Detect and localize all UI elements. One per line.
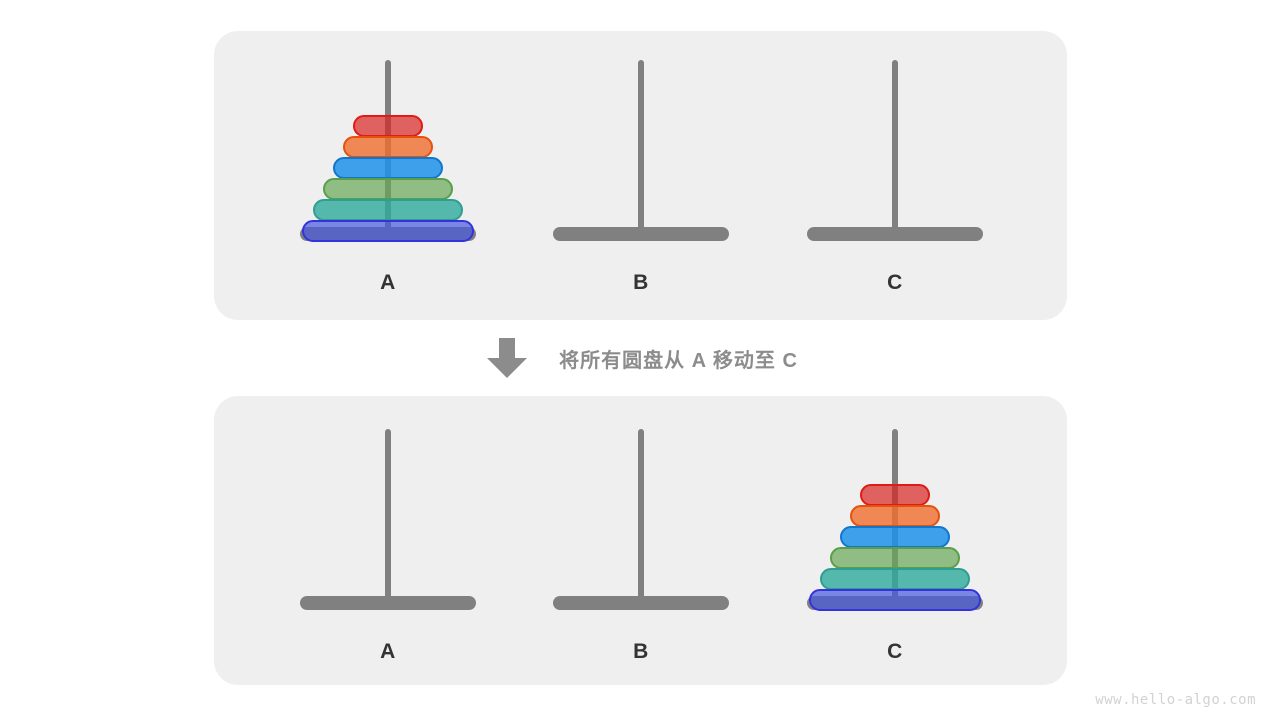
peg-rod-a-goal xyxy=(385,429,391,607)
peg-base-b xyxy=(553,227,729,241)
transition-label: 将所有圆盘从 A 移动至 C xyxy=(559,349,798,372)
transition-row: 将所有圆盘从 A 移动至 C xyxy=(214,330,1067,386)
disk-1[interactable] xyxy=(353,115,423,137)
peg-label-a: A xyxy=(380,271,396,294)
peg-rod-c xyxy=(892,60,898,238)
disk-1[interactable] xyxy=(860,484,930,506)
disk-2[interactable] xyxy=(343,136,433,158)
peg-base-c xyxy=(807,227,983,241)
disk-stack-c-goal xyxy=(807,484,983,611)
disk-6[interactable] xyxy=(302,220,474,242)
disk-3[interactable] xyxy=(840,526,950,548)
peg-label-b: B xyxy=(633,271,649,294)
disk-stack-a xyxy=(300,115,476,242)
peg-label-c: C xyxy=(887,271,903,294)
peg-rod-b-goal xyxy=(638,429,644,607)
peg-column-a[interactable]: A xyxy=(300,31,476,320)
disk-5[interactable] xyxy=(313,199,463,221)
disk-6[interactable] xyxy=(809,589,981,611)
disk-4[interactable] xyxy=(323,178,453,200)
disk-2[interactable] xyxy=(850,505,940,527)
peg-column-a-goal[interactable]: A xyxy=(300,396,476,685)
peg-column-b-goal[interactable]: B xyxy=(553,396,729,685)
arrow-down-icon xyxy=(483,338,531,378)
peg-column-b[interactable]: B xyxy=(553,31,729,320)
disk-5[interactable] xyxy=(820,568,970,590)
goal-state-panel: A B C xyxy=(214,396,1067,685)
peg-label-c-goal: C xyxy=(887,640,903,663)
peg-rod-b xyxy=(638,60,644,238)
peg-base-a-goal xyxy=(300,596,476,610)
peg-label-a-goal: A xyxy=(380,640,396,663)
peg-base-b-goal xyxy=(553,596,729,610)
watermark: www.hello-algo.com xyxy=(1095,692,1256,708)
disk-4[interactable] xyxy=(830,547,960,569)
peg-column-c-goal[interactable]: C xyxy=(807,396,983,685)
disk-3[interactable] xyxy=(333,157,443,179)
initial-state-panel: A B C xyxy=(214,31,1067,320)
peg-column-c[interactable]: C xyxy=(807,31,983,320)
peg-label-b-goal: B xyxy=(633,640,649,663)
